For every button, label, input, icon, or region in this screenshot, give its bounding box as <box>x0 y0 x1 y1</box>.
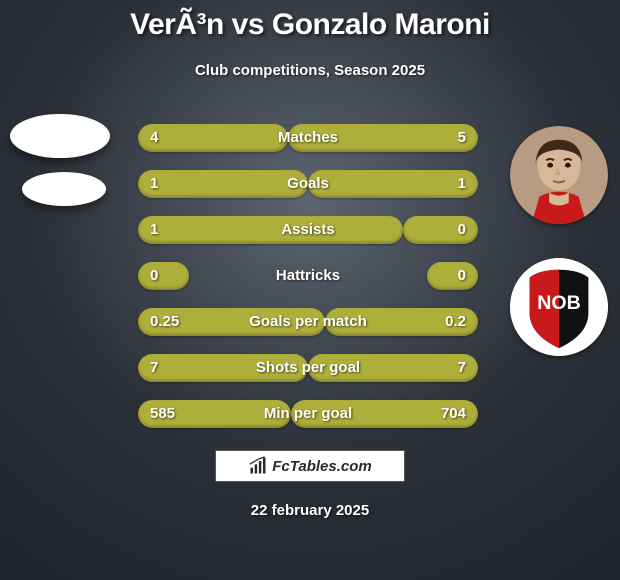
stat-row: 77Shots per goal <box>138 354 478 382</box>
bar-chart-icon <box>248 456 268 476</box>
stat-row: 11Goals <box>138 170 478 198</box>
stat-row: 00Hattricks <box>138 262 478 290</box>
stat-label: Matches <box>138 124 478 152</box>
stat-row: 45Matches <box>138 124 478 152</box>
left-player-club-placeholder <box>22 172 106 206</box>
stat-label: Assists <box>138 216 478 244</box>
stat-label: Goals per match <box>138 308 478 336</box>
stat-label: Hattricks <box>138 262 478 290</box>
stats-chart: 45Matches 11Goals 10Assists 00Hattricks 0.25… <box>138 124 478 446</box>
club-badge-text: NOB <box>537 292 581 314</box>
footer-logo-text: FcTables.com <box>272 458 371 475</box>
stat-row: 0.250.2Goals per match <box>138 308 478 336</box>
left-player-avatar-placeholder <box>10 114 110 158</box>
right-player-avatar <box>510 126 608 224</box>
stat-row: 10Assists <box>138 216 478 244</box>
footer-logo[interactable]: FcTables.com <box>215 450 405 482</box>
stat-row: 585704Min per goal <box>138 400 478 428</box>
subtitle: Club competitions, Season 2025 <box>0 62 620 79</box>
stat-label: Shots per goal <box>138 354 478 382</box>
stat-label: Goals <box>138 170 478 198</box>
date-label: 22 february 2025 <box>0 502 620 519</box>
stat-label: Min per goal <box>138 400 478 428</box>
right-player-club-badge: NOB <box>510 258 608 356</box>
page-title: VerÃ³n vs Gonzalo Maroni <box>0 8 620 42</box>
